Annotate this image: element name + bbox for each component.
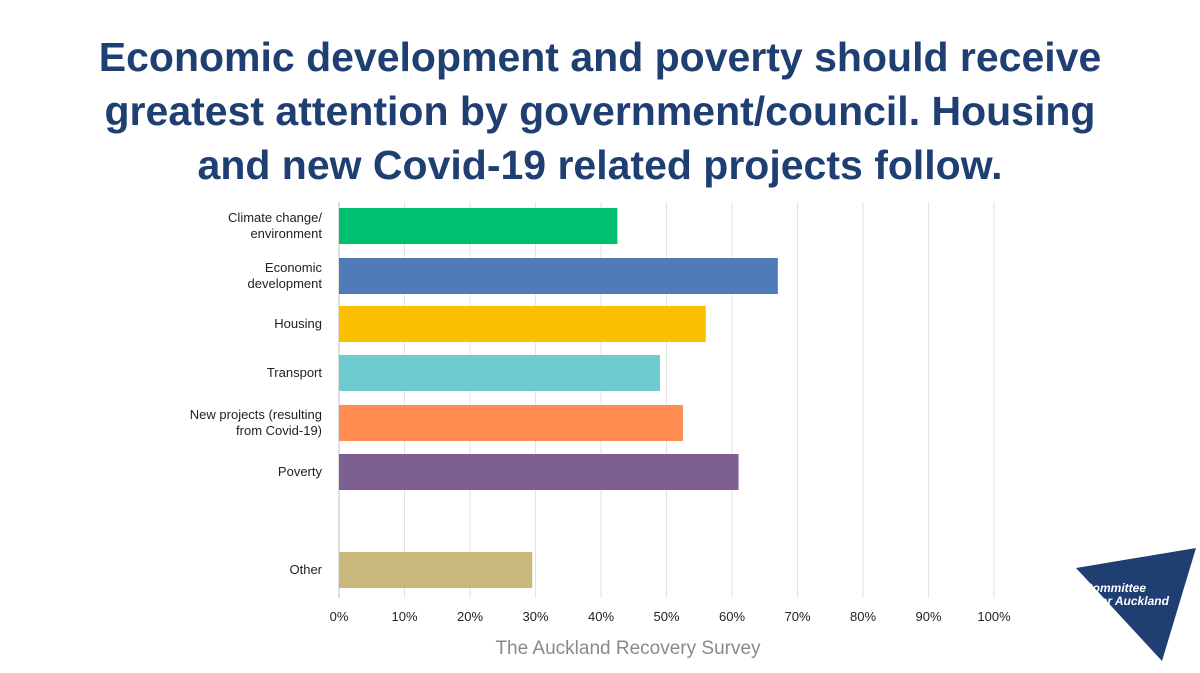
category-label-line: Poverty	[278, 464, 323, 479]
x-tick-label: 70%	[784, 609, 810, 624]
category-label-line: Economic	[265, 260, 323, 275]
category-label-line: Climate change/	[228, 210, 322, 225]
x-tick-label: 100%	[977, 609, 1011, 624]
logo-text-line-1: Committee	[1084, 581, 1146, 595]
bar	[339, 405, 683, 441]
x-tick-label: 40%	[588, 609, 614, 624]
category-label: Transport	[267, 365, 323, 380]
category-label: Climate change/environment	[228, 210, 322, 241]
category-label-line: Other	[289, 562, 322, 577]
category-label: Poverty	[278, 464, 323, 479]
source-caption: The Auckland Recovery Survey	[495, 638, 761, 659]
logo-triangle	[1076, 548, 1196, 661]
title-line-1: Economic development and poverty should …	[98, 34, 1102, 80]
committee-for-auckland-logo: Committee for Auckland	[1076, 548, 1196, 661]
category-label-line: Transport	[267, 365, 323, 380]
logo-text-line-2: for Auckland	[1096, 594, 1170, 608]
x-tick-label: 80%	[850, 609, 876, 624]
category-label: New projects (resulting from Covid-19)	[190, 407, 322, 438]
category-label-line: development	[248, 276, 323, 291]
title-line-2: greatest attention by government/council…	[104, 88, 1096, 134]
bar	[339, 454, 739, 490]
bar	[339, 258, 778, 294]
bar	[339, 306, 706, 342]
category-label: Economic development	[248, 260, 323, 291]
x-tick-label: 0%	[330, 609, 349, 624]
category-label-line: New projects (resulting	[190, 407, 322, 422]
category-label-line: Housing	[274, 316, 322, 331]
x-tick-label: 30%	[522, 609, 548, 624]
bar	[339, 208, 618, 244]
category-label-line: from Covid-19)	[236, 423, 322, 438]
category-label-line: environment	[250, 226, 322, 241]
chart-title: Economic development and poverty should …	[60, 30, 1140, 192]
bar	[339, 552, 533, 588]
category-label: Other	[289, 562, 322, 577]
x-tick-label: 90%	[915, 609, 941, 624]
bar	[339, 355, 660, 391]
x-tick-label: 50%	[653, 609, 679, 624]
x-tick-label: 60%	[719, 609, 745, 624]
x-tick-label: 10%	[391, 609, 417, 624]
x-tick-label: 20%	[457, 609, 483, 624]
title-line-3: and new Covid-19 related projects follow…	[197, 142, 1003, 188]
category-label: Housing	[274, 316, 322, 331]
